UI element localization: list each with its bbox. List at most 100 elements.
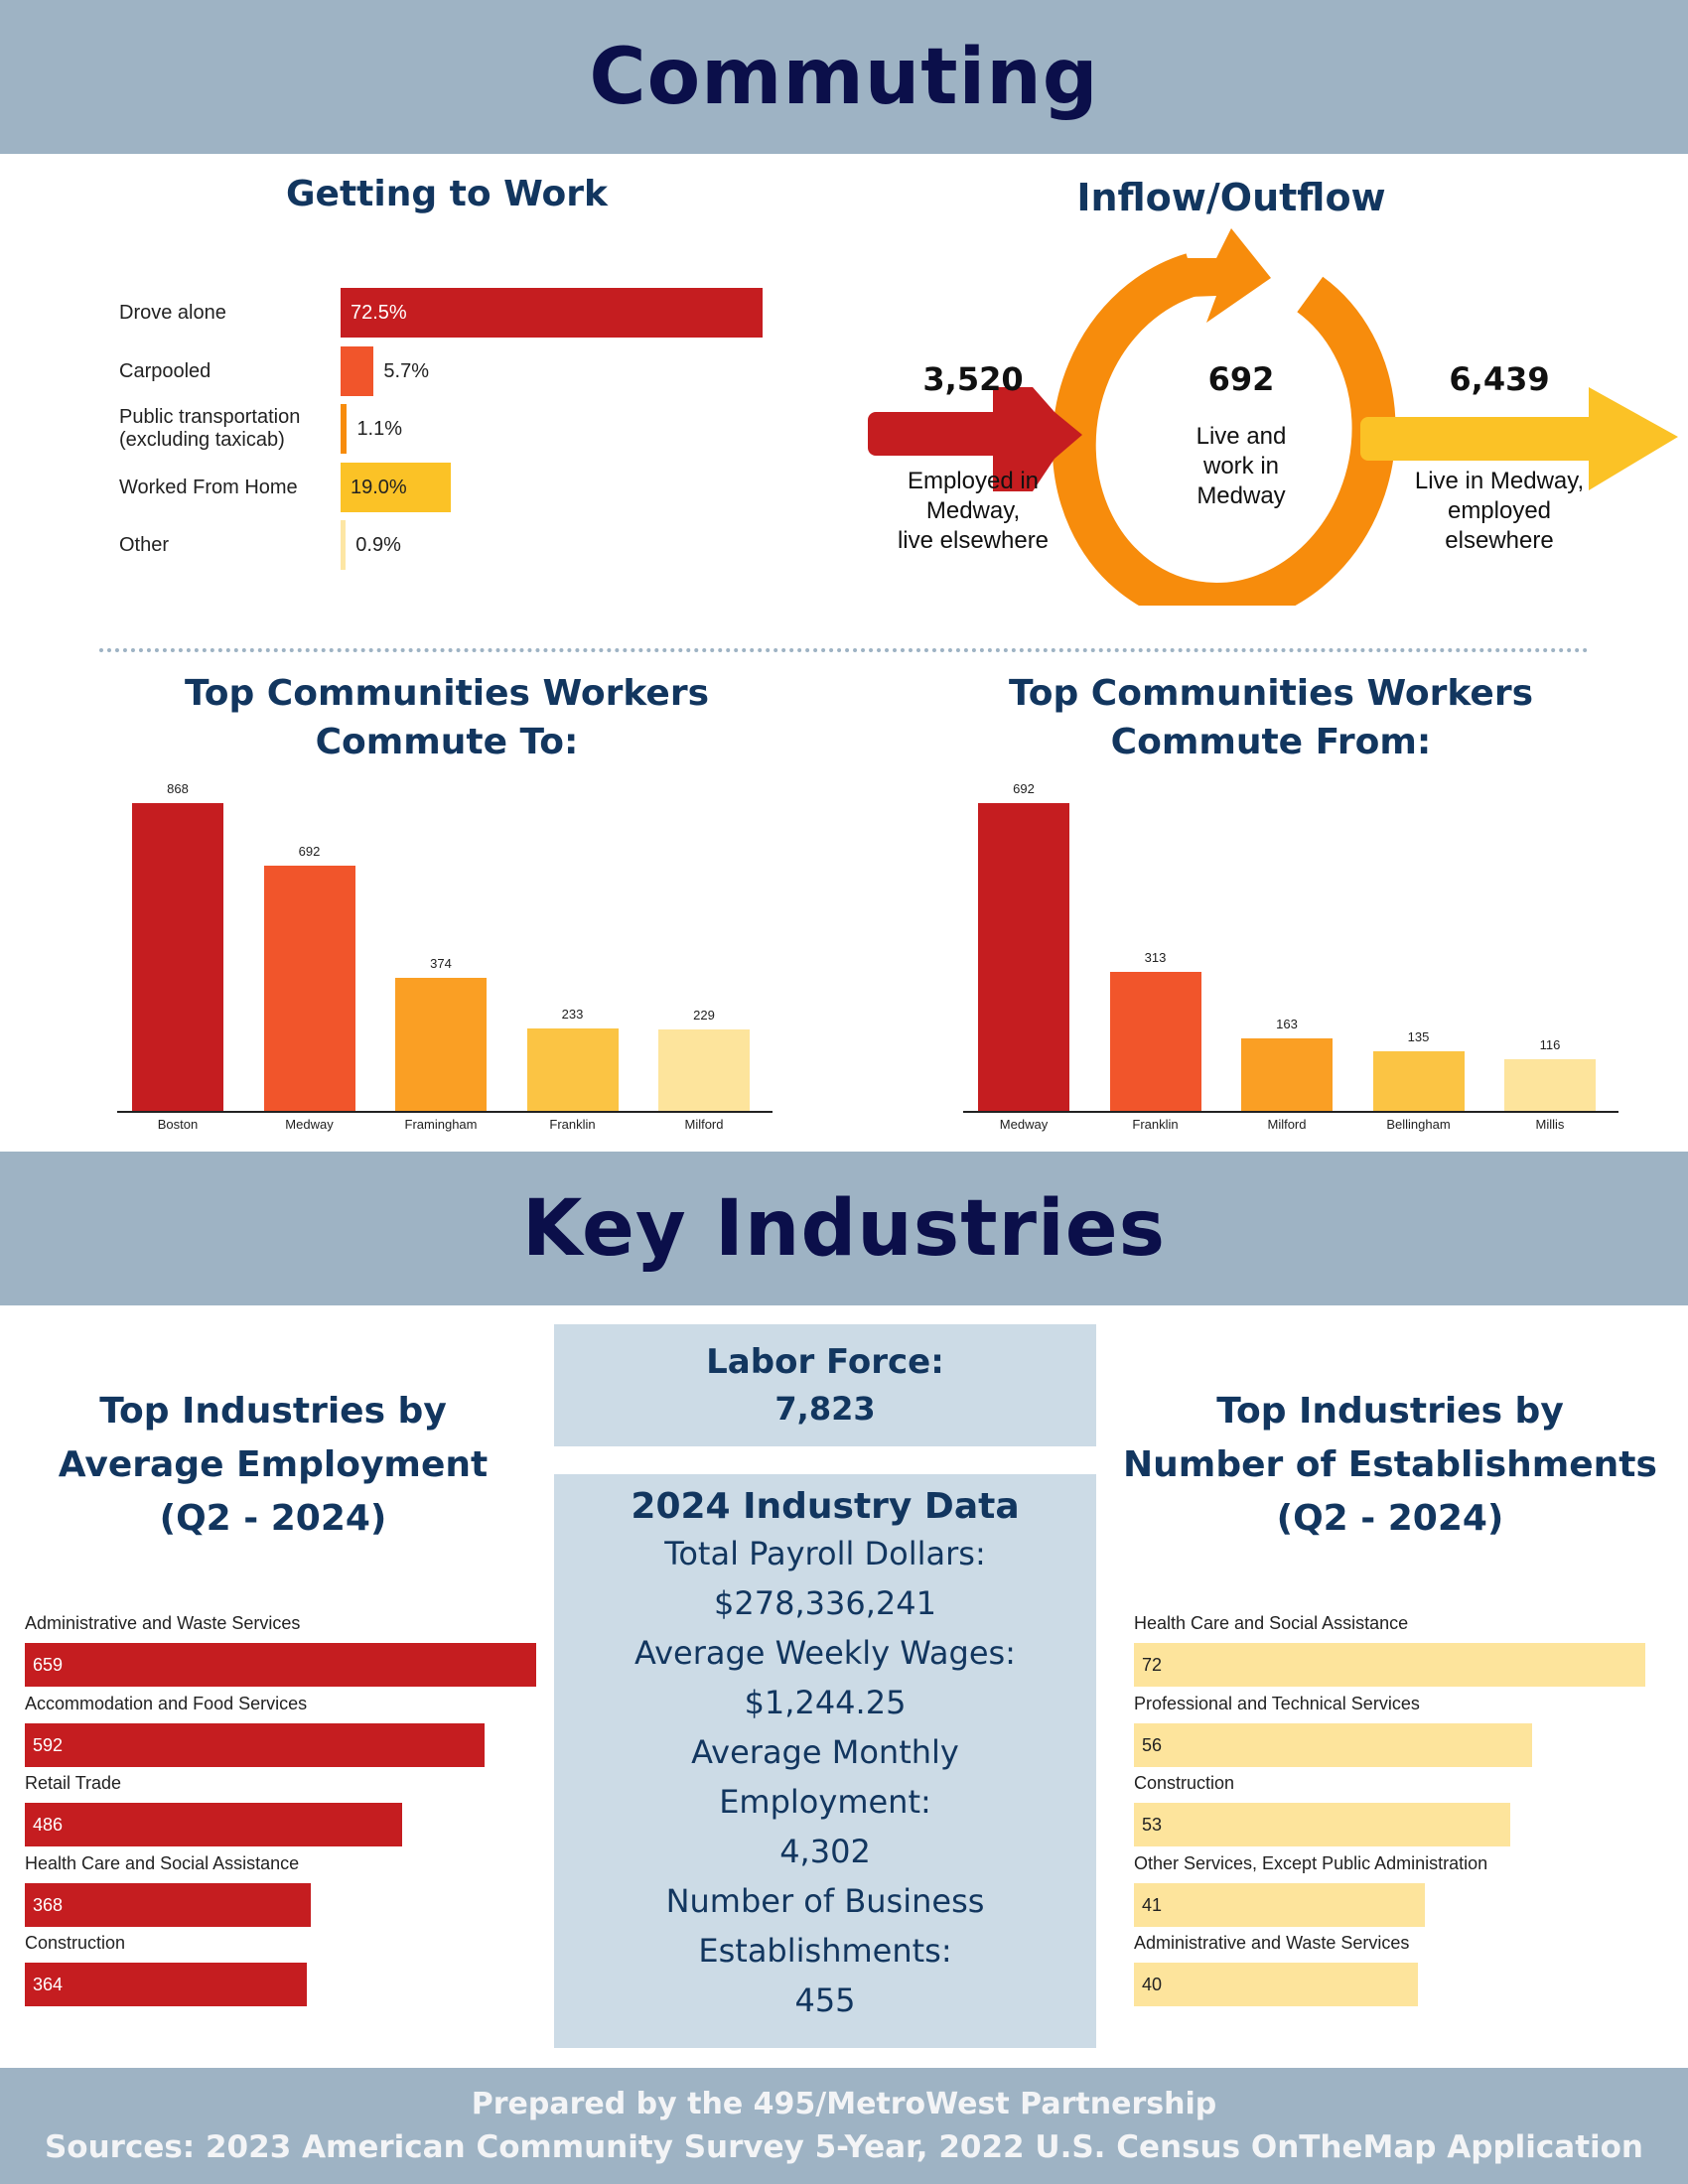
internal-label-line: Live and <box>1196 423 1287 450</box>
outflow-label: Live in Medway, employed elsewhere <box>1390 467 1609 556</box>
employment-bar: 659 <box>25 1643 536 1687</box>
gtw-category-label: Worked From Home <box>119 476 298 498</box>
commute-from-category-label: Millis <box>1535 1117 1565 1132</box>
industry-data-line: Total Payroll Dollars: <box>664 1535 986 1572</box>
industry-data-line: Number of Business <box>665 1882 985 1920</box>
industry-data-line: $278,336,241 <box>714 1584 936 1622</box>
key-industries-title: Key Industries <box>521 1183 1167 1274</box>
labor-force-value: 7,823 <box>774 1390 876 1428</box>
commuting-header: Commuting <box>0 0 1688 154</box>
gtw-bar <box>341 404 348 454</box>
gtw-category-label: (excluding taxicab) <box>119 429 285 451</box>
commute-from-category-label: Franklin <box>1132 1117 1179 1132</box>
industry-data-title: 2024 Industry Data <box>631 1486 1020 1527</box>
key-industries-header: Key Industries <box>0 1152 1688 1305</box>
commute-to-bar <box>395 978 487 1111</box>
commute-to-bar <box>132 803 223 1111</box>
employment-bar: 486 <box>25 1803 402 1846</box>
employment-category-label: Accommodation and Food Services <box>25 1693 308 1713</box>
commute-to-category-label: Boston <box>157 1117 199 1132</box>
industry-data-line: Employment: <box>719 1783 931 1821</box>
establishments-bar: 41 <box>1134 1882 1426 1927</box>
industry-data-line: Average Monthly <box>691 1733 959 1771</box>
employment-title-line: Top Industries by <box>99 1391 447 1432</box>
commute-from-bar <box>1109 971 1201 1111</box>
inflow-label-line: live elsewhere <box>897 527 1050 554</box>
commute-from-bar <box>1241 1037 1333 1111</box>
inflow-arrow-icon <box>868 387 1082 491</box>
commute-from-category-label: Bellingham <box>1386 1117 1451 1132</box>
employment-category-label: Health Care and Social Assistance <box>25 1852 300 1873</box>
establishments-title-line: Number of Establishments <box>1123 1444 1657 1485</box>
commute-to-category-label: Framingham <box>404 1117 478 1132</box>
commute-to-value-label: 229 <box>693 1008 715 1024</box>
commute-from-bar <box>978 803 1069 1111</box>
commute-to-category-label: Medway <box>285 1117 334 1132</box>
industry-data-line: $1,244.25 <box>744 1684 907 1721</box>
internal-label-line: Medway <box>1196 482 1286 509</box>
gtw-bar <box>341 520 347 570</box>
industry-data-line: 455 <box>794 1981 856 2019</box>
commute-from-value-label: 116 <box>1539 1037 1561 1053</box>
ring-arrow-icon <box>1052 228 1396 606</box>
commute-to-title-line: Commute To: <box>315 721 579 762</box>
commute-from-title: Top Communities Workers Commute From: <box>923 670 1618 766</box>
commute-from-category-label: Milford <box>1267 1117 1307 1132</box>
commute-from-value-label: 692 <box>1013 781 1035 796</box>
gtw-bar <box>341 288 763 338</box>
establishments-category-label: Health Care and Social Assistance <box>1134 1613 1409 1633</box>
commute-from-value-label: 163 <box>1276 1016 1298 1031</box>
employment-title: Top Industries by Average Employment (Q2… <box>20 1385 526 1546</box>
commute-to-category-label: Franklin <box>549 1117 596 1132</box>
gtw-bar <box>341 462 452 512</box>
gtw-bar <box>341 345 374 396</box>
outflow-arrow-icon <box>1360 387 1678 490</box>
commute-to-bar <box>263 865 355 1111</box>
internal-label: Live and work in Medway <box>1142 422 1340 511</box>
footer: Prepared by the 495/MetroWest Partnershi… <box>0 2068 1688 2184</box>
outflow-value: 6,439 <box>1449 360 1550 398</box>
employment-title-line: Average Employment <box>58 1444 489 1485</box>
commute-to-title-line: Top Communities Workers <box>185 673 709 714</box>
commute-from-category-label: Medway <box>999 1117 1049 1132</box>
inflow-label-line: Employed in <box>907 468 1040 494</box>
outflow-label-line: elsewhere <box>1445 527 1554 554</box>
establishments-bar: 40 <box>1134 1963 1419 2006</box>
employment-bar: 592 <box>25 1722 485 1767</box>
commute-to-bar <box>526 1027 619 1111</box>
inflow-outflow-title: Inflow/Outflow <box>1076 176 1386 219</box>
establishments-category-label: Administrative and Waste Services <box>1134 1933 1410 1953</box>
industry-data-line: Average Weekly Wages: <box>634 1634 1016 1672</box>
commute-to-value-label: 233 <box>561 1006 584 1022</box>
commute-from-bar <box>1504 1059 1596 1111</box>
commute-from-value-label: 313 <box>1144 949 1167 965</box>
establishments-bar: 72 <box>1134 1643 1645 1687</box>
establishments-category-label: Other Services, Except Public Administra… <box>1134 1852 1488 1873</box>
gtw-category-label: Other <box>119 534 170 556</box>
establishments-title-line: Top Industries by <box>1216 1391 1564 1432</box>
establishments-title: Top Industries by Number of Establishmen… <box>1112 1385 1668 1546</box>
employment-bar: 368 <box>25 1882 311 1927</box>
gtw-category-label: Drove alone <box>119 302 226 324</box>
labor-force-label: Labor Force: <box>706 1342 944 1382</box>
footer-sources: Sources: 2023 American Community Survey … <box>44 2129 1644 2165</box>
inflow-label-line: Medway, <box>925 497 1021 524</box>
employment-bar: 364 <box>25 1963 308 2006</box>
section-divider <box>99 648 1589 652</box>
commute-to-value-label: 692 <box>298 843 321 859</box>
commute-to-title: Top Communities Workers Commute To: <box>99 670 794 766</box>
gtw-value-label: 72.5% <box>351 302 407 324</box>
commute-from-title-line: Top Communities Workers <box>1009 673 1533 714</box>
gtw-value-label: 5.7% <box>383 359 429 382</box>
industry-data-line: 4,302 <box>779 1833 871 1870</box>
employment-category-label: Retail Trade <box>25 1773 122 1793</box>
industry-data-lines: Total Payroll Dollars: $278,336,241 Averag… <box>554 1529 1096 2025</box>
internal-label-line: work in <box>1202 453 1280 479</box>
employment-title-line: (Q2 - 2024) <box>159 1498 387 1539</box>
establishments-title-line: (Q2 - 2024) <box>1276 1498 1504 1539</box>
gtw-value-label: 0.9% <box>355 534 401 556</box>
commute-to-bar <box>658 1029 750 1111</box>
inflow-label: Employed in Medway, live elsewhere <box>854 467 1092 556</box>
commute-to-value-label: 868 <box>167 781 189 796</box>
inflow-outflow-diagram <box>868 228 1678 606</box>
